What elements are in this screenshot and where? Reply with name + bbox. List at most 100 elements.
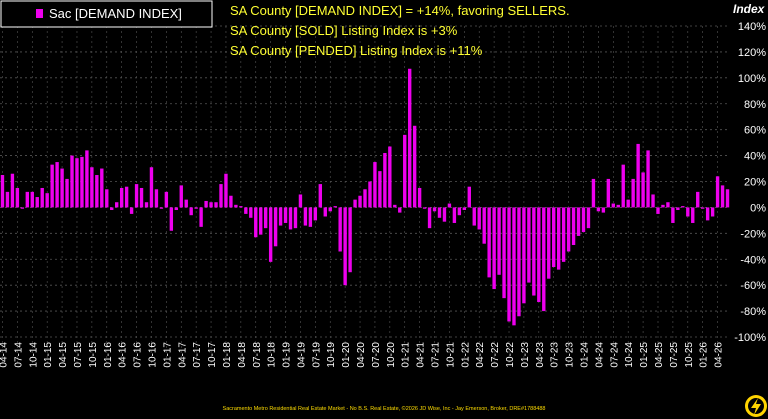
bar <box>199 207 203 227</box>
x-tick-label: 01-20 <box>341 342 352 368</box>
bar <box>5 191 10 208</box>
x-tick-label: 04-16 <box>118 342 129 368</box>
x-tick-label: 04-26 <box>714 342 725 368</box>
bar <box>149 167 154 208</box>
bar <box>95 175 99 208</box>
bar <box>715 176 720 208</box>
x-tick-label: 07-15 <box>73 342 84 368</box>
bar <box>134 184 139 208</box>
bar <box>661 204 665 208</box>
bar <box>333 206 337 208</box>
bar <box>214 202 218 208</box>
bar <box>194 207 198 209</box>
bar <box>338 207 342 252</box>
x-tick-label: 10-22 <box>505 342 516 368</box>
lightning-bolt-icon <box>745 395 767 417</box>
bar <box>308 207 313 227</box>
x-tick-label: 07-23 <box>550 342 561 368</box>
y-tick-label: 20% <box>744 177 766 189</box>
bar <box>119 187 124 208</box>
bar <box>457 207 462 216</box>
bar <box>105 189 109 208</box>
x-tick-label: 07-16 <box>133 342 144 368</box>
bar <box>696 191 700 208</box>
x-tick-label: 10-14 <box>28 342 39 368</box>
bar <box>139 187 144 208</box>
x-tick-label: 04-23 <box>535 342 546 368</box>
annotation-sold-index: SA County [SOLD] Listing Index is +3% <box>230 23 458 38</box>
bar <box>70 155 74 208</box>
bar <box>547 207 551 279</box>
bar <box>477 207 481 230</box>
y-axis-ticks: -100% -80% -60% -40% -20% 0% 20% 40% 60% 80% 100% 1… <box>734 21 766 344</box>
bar <box>169 207 174 231</box>
bar <box>671 207 675 223</box>
x-tick-label: 01-23 <box>520 342 531 368</box>
x-axis-ticks: 04-14 07-14 10-14 01-15 04-15 07-15 10-15 01-16… <box>0 342 725 368</box>
bar <box>303 207 308 226</box>
bar <box>586 207 591 229</box>
bar <box>189 207 193 216</box>
bar <box>701 207 705 209</box>
bar <box>561 207 566 262</box>
x-tick-label: 10-24 <box>624 342 635 368</box>
x-tick-label: 01-22 <box>460 342 471 368</box>
bar <box>725 189 730 208</box>
bar <box>532 207 536 296</box>
bar <box>259 207 263 235</box>
bar <box>720 185 725 208</box>
bar <box>10 173 15 208</box>
x-tick-label: 01-16 <box>103 342 114 368</box>
bar <box>328 207 332 212</box>
bar <box>691 207 695 223</box>
bar <box>184 199 188 208</box>
bar <box>417 187 422 208</box>
bar <box>636 143 640 208</box>
bar <box>676 207 680 211</box>
bar <box>517 207 521 317</box>
bar <box>164 191 169 208</box>
bar <box>343 207 347 286</box>
bar <box>606 178 611 208</box>
bar <box>487 207 491 278</box>
bar <box>75 158 79 208</box>
x-tick-label: 10-16 <box>147 342 158 368</box>
bar <box>249 207 253 218</box>
bar <box>45 193 49 208</box>
bar <box>556 207 561 270</box>
bar <box>616 204 620 208</box>
y-tick-label: 0% <box>750 202 766 214</box>
bar <box>100 168 104 208</box>
x-tick-label: 07-22 <box>490 342 501 368</box>
x-tick-label: 04-25 <box>654 342 665 368</box>
bar <box>239 206 243 208</box>
bar <box>591 178 596 208</box>
x-tick-label: 04-14 <box>0 342 9 368</box>
bar <box>621 164 625 208</box>
y-tick-label: 80% <box>744 99 766 111</box>
bar <box>686 207 690 217</box>
legend: Sac [DEMAND INDEX] <box>0 0 213 28</box>
bar <box>422 207 427 209</box>
y-tick-label: -20% <box>740 228 766 240</box>
bar <box>144 202 149 208</box>
x-tick-label: 10-21 <box>445 342 456 368</box>
bar <box>651 194 655 208</box>
x-tick-label: 07-17 <box>192 342 203 368</box>
y-tick-label: 60% <box>744 125 766 137</box>
legend-swatch <box>36 9 43 18</box>
x-tick-label: 04-17 <box>177 342 188 368</box>
bar <box>447 203 452 208</box>
bar <box>15 187 20 208</box>
bar <box>20 207 25 209</box>
bar <box>552 207 556 268</box>
bar <box>353 199 357 208</box>
y-tick-label: 40% <box>744 151 766 163</box>
bar <box>497 207 501 275</box>
bar <box>537 207 541 303</box>
bar <box>40 187 44 208</box>
bar <box>50 164 54 208</box>
x-tick-label: 10-19 <box>326 342 337 368</box>
bar <box>408 68 412 208</box>
